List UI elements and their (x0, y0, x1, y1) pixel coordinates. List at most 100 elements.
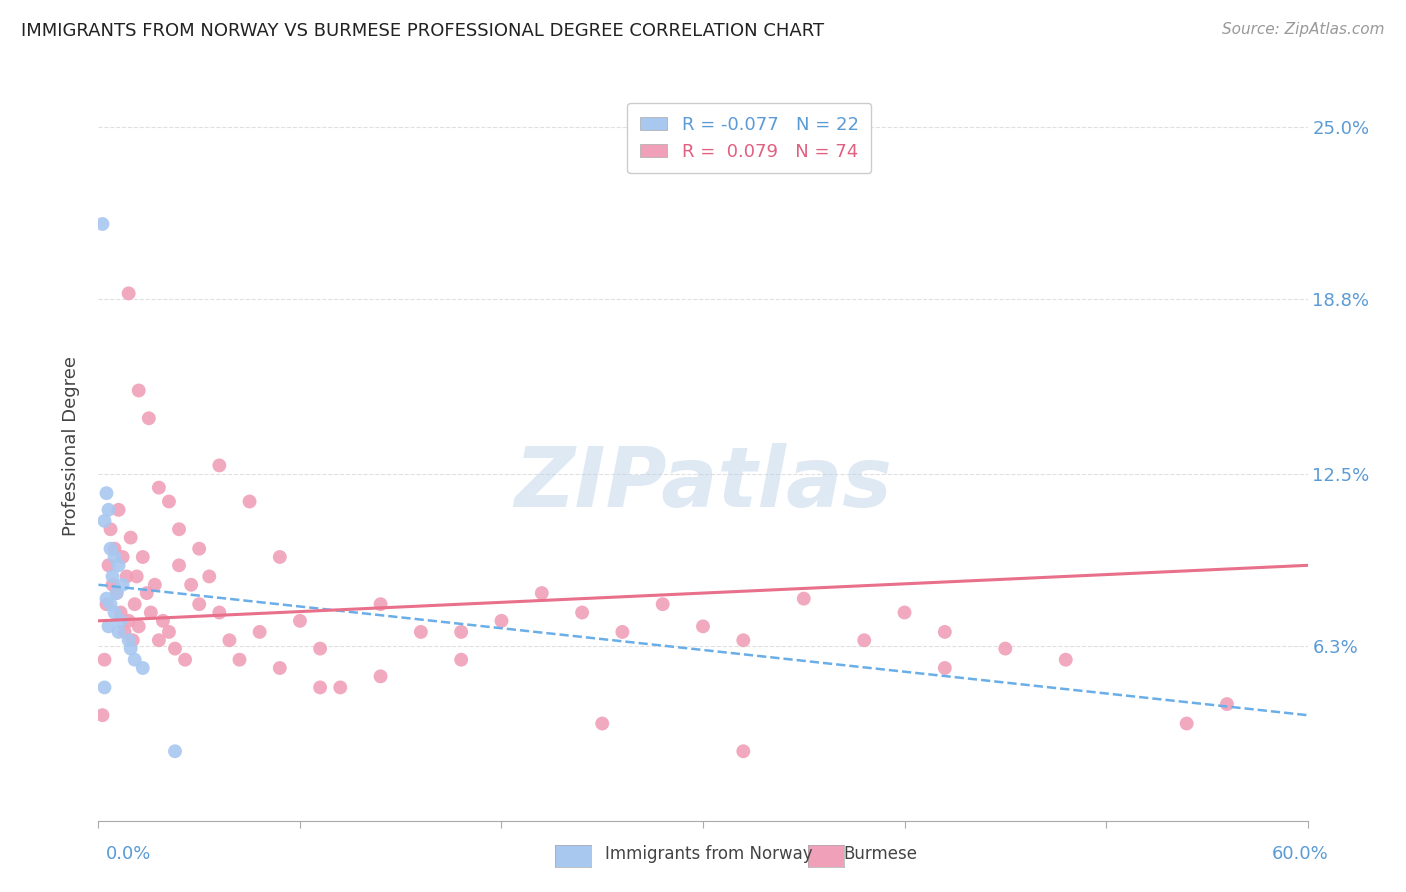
Point (934, 624, 956, 639)
Point (180, 578, 202, 592)
Point (124, 653, 146, 667)
Point (853, 633, 876, 648)
Point (329, 681, 352, 695)
Point (1216, 697, 1239, 711)
Point (994, 641, 1017, 656)
Point (269, 549, 291, 564)
Point (450, 624, 472, 639)
Text: Source: ZipAtlas.com: Source: ZipAtlas.com (1222, 22, 1385, 37)
Point (157, 624, 180, 639)
Point (110, 606, 132, 620)
Y-axis label: Professional Degree: Professional Degree (62, 356, 80, 536)
Point (97, 558, 120, 573)
Point (115, 569, 138, 583)
Point (239, 494, 262, 508)
Point (651, 597, 673, 611)
Point (530, 586, 553, 600)
Point (107, 503, 129, 517)
Point (370, 597, 392, 611)
Text: Immigrants from Norway: Immigrants from Norway (605, 846, 813, 863)
Point (100, 597, 122, 611)
Point (120, 641, 142, 656)
Point (132, 549, 155, 564)
Point (101, 569, 124, 583)
Point (1054, 653, 1077, 667)
Point (148, 633, 170, 648)
Point (612, 624, 634, 639)
Point (793, 591, 815, 606)
Point (135, 586, 157, 600)
Text: IMMIGRANTS FROM NORWAY VS BURMESE PROFESSIONAL DEGREE CORRELATION CHART: IMMIGRANTS FROM NORWAY VS BURMESE PROFES… (21, 22, 824, 40)
Point (157, 494, 180, 508)
Point (491, 614, 513, 628)
Text: ZIPatlas: ZIPatlas (515, 443, 891, 524)
Legend: R = -0.077   N = 22, R =  0.079   N = 74: R = -0.077 N = 22, R = 0.079 N = 74 (627, 103, 872, 173)
Point (228, 653, 250, 667)
Point (121, 633, 143, 648)
Point (139, 606, 162, 620)
Point (309, 641, 332, 656)
Point (128, 619, 150, 633)
Point (91, 217, 114, 231)
Point (120, 531, 142, 545)
Point (96, 597, 118, 611)
Point (198, 569, 221, 583)
Point (1175, 716, 1198, 731)
Point (103, 606, 125, 620)
Point (118, 286, 141, 301)
Point (105, 586, 128, 600)
Point (167, 558, 190, 573)
Point (733, 744, 755, 758)
Point (450, 653, 472, 667)
Point (152, 614, 174, 628)
Point (96, 591, 118, 606)
Point (107, 558, 129, 573)
Point (288, 614, 311, 628)
Point (93, 681, 115, 695)
Point (100, 522, 122, 536)
Text: Burmese: Burmese (844, 846, 918, 863)
Point (138, 411, 160, 425)
Point (208, 606, 231, 620)
Point (143, 578, 166, 592)
Point (124, 597, 146, 611)
Point (163, 641, 186, 656)
Point (249, 624, 271, 639)
Point (101, 578, 124, 592)
Point (110, 614, 132, 628)
Point (188, 597, 211, 611)
Point (103, 549, 125, 564)
Point (733, 633, 755, 648)
Point (93, 514, 115, 528)
Point (97, 503, 120, 517)
Point (591, 716, 613, 731)
Point (174, 653, 197, 667)
Point (114, 624, 136, 639)
Point (91, 708, 114, 723)
Point (571, 606, 593, 620)
Point (96, 486, 118, 500)
Point (370, 669, 392, 683)
Point (107, 624, 129, 639)
Text: 60.0%: 60.0% (1272, 846, 1329, 863)
Point (128, 384, 150, 398)
Point (188, 541, 211, 556)
Point (111, 549, 134, 564)
Point (309, 681, 332, 695)
Point (100, 541, 122, 556)
Point (208, 458, 231, 473)
Point (269, 661, 291, 675)
Point (118, 633, 141, 648)
Point (893, 606, 915, 620)
Point (97, 619, 120, 633)
Point (692, 619, 714, 633)
Point (934, 661, 956, 675)
Point (125, 569, 148, 583)
Point (103, 541, 125, 556)
Point (118, 614, 141, 628)
Point (111, 578, 134, 592)
Point (163, 744, 186, 758)
Point (409, 624, 432, 639)
Point (218, 633, 240, 648)
Point (132, 661, 155, 675)
